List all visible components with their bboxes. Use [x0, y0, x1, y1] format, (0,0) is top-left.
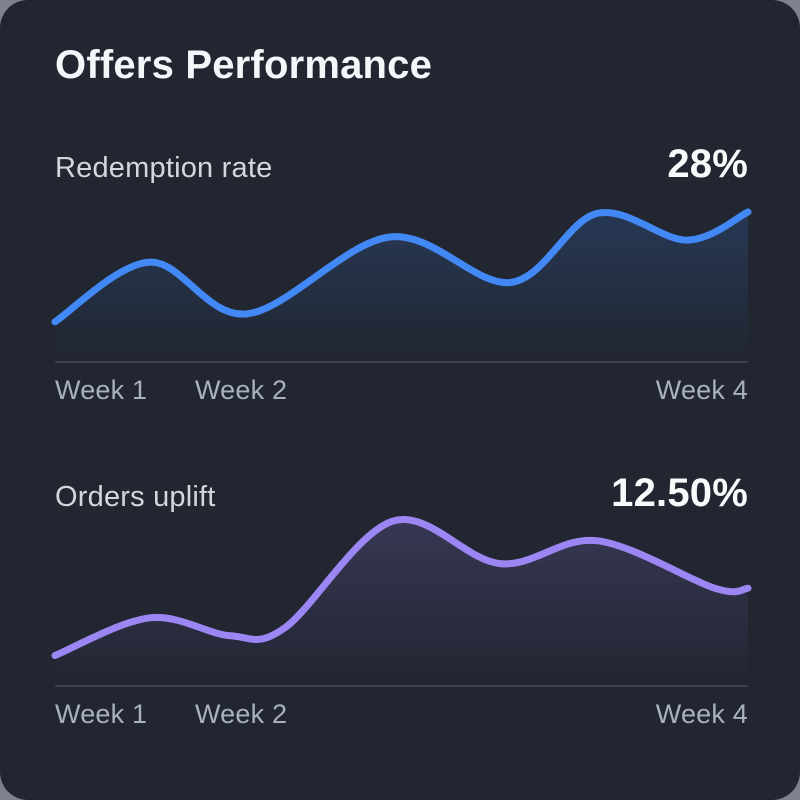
x-tick-week-2: Week 2: [194, 375, 288, 405]
card-title: Offers Performance: [55, 43, 433, 87]
orders-uplift-section: Orders uplift 12.50% Week 1 Week 2 Week …: [51, 471, 752, 733]
metric-value-redemption-rate: 28%: [667, 142, 748, 186]
x-tick-week-1: Week 1: [55, 699, 148, 729]
x-tick-week-2: Week 2: [194, 699, 288, 729]
metric-label-redemption-rate: Redemption rate: [55, 152, 273, 184]
x-axis-tick-labels: Week 1 Week 2 Week 4: [55, 699, 748, 733]
x-tick-week-1: Week 1: [55, 375, 148, 405]
x-axis-tick-labels: Week 1 Week 2 Week 4: [55, 375, 748, 409]
metric-label-orders-uplift: Orders uplift: [55, 481, 216, 513]
redemption-rate-section: Redemption rate 28% Week 1 Week 2 Week 4: [51, 142, 752, 409]
redemption-rate-sparkline: [51, 208, 752, 361]
metric-value-orders-uplift: 12.50%: [611, 471, 748, 515]
chart-baseline-divider: [55, 361, 748, 363]
orders-uplift-sparkline: [51, 516, 752, 685]
metric-header: Redemption rate 28%: [55, 142, 748, 190]
metric-header: Orders uplift 12.50%: [55, 471, 748, 519]
x-tick-week-4: Week 4: [655, 375, 748, 405]
chart-baseline-divider: [55, 685, 748, 687]
x-tick-week-4: Week 4: [655, 699, 748, 729]
